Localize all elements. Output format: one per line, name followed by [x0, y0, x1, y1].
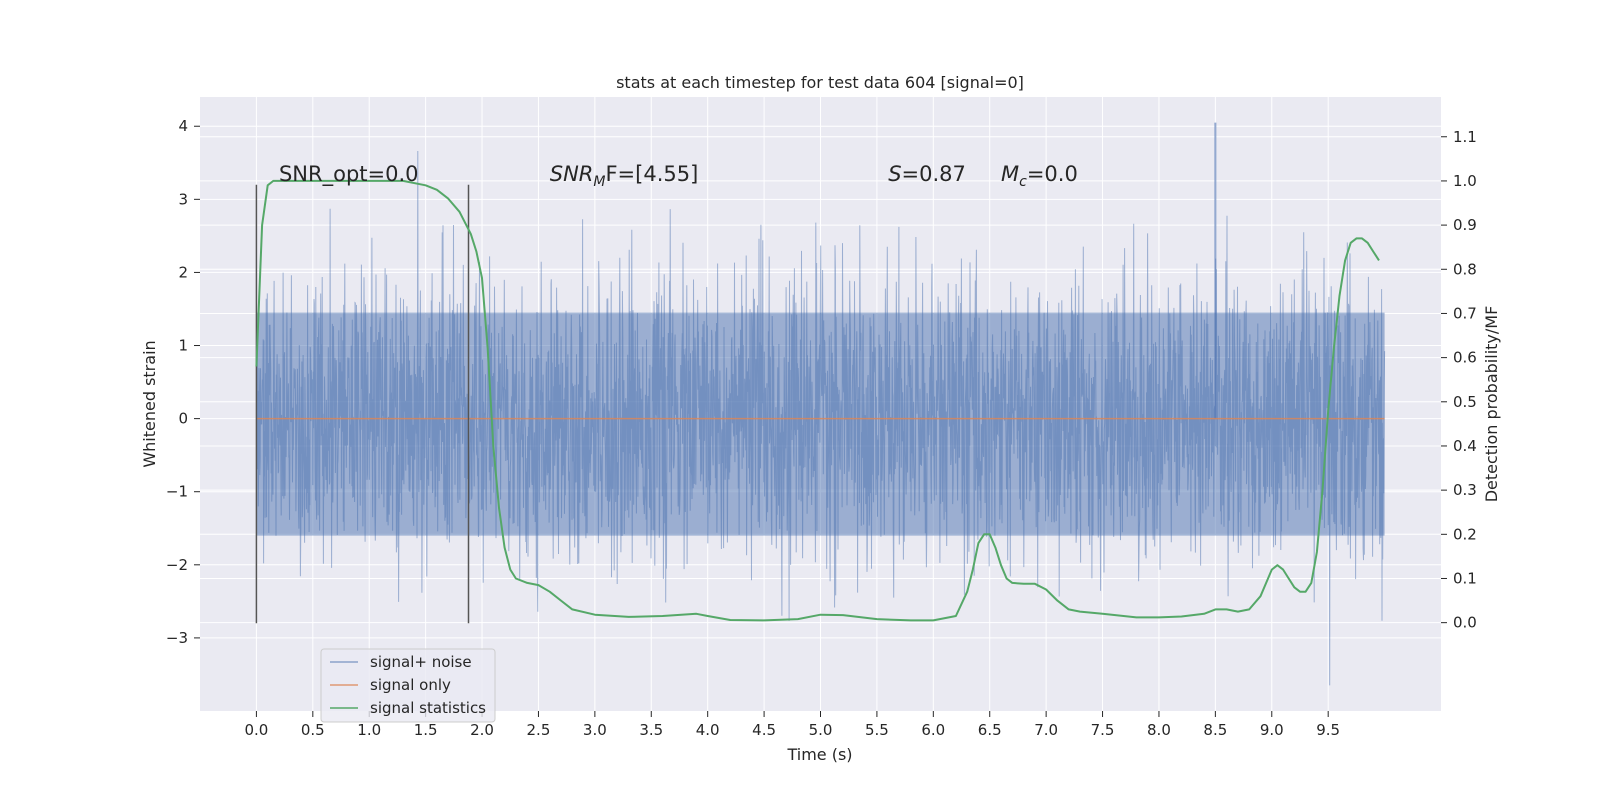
- noise-core-band: [256, 312, 1385, 536]
- x-tick-label: 9.0: [1260, 721, 1284, 739]
- x-tick-label: 1.5: [414, 721, 438, 739]
- x-tick-label: 7.5: [1091, 721, 1115, 739]
- y-right-tick-label: 1.0: [1453, 172, 1477, 190]
- x-tick-label: 2.0: [470, 721, 494, 739]
- plot-marks: [255, 122, 1386, 686]
- annotation: SNR_opt=0.0: [279, 162, 419, 187]
- legend-label-noise: signal+ noise: [370, 653, 472, 671]
- x-tick-label: 6.0: [921, 721, 945, 739]
- x-tick-label: 6.5: [978, 721, 1002, 739]
- x-tick-label: 0.5: [301, 721, 325, 739]
- x-tick-label: 7.0: [1034, 721, 1058, 739]
- x-tick-label: 2.5: [527, 721, 551, 739]
- y-right-tick-label: 0.4: [1453, 437, 1477, 455]
- legend-label-statistics: signal statistics: [370, 699, 486, 717]
- x-tick-label: 4.5: [752, 721, 776, 739]
- legend-box: [320, 648, 496, 723]
- x-tick-label: 5.5: [865, 721, 889, 739]
- x-tick-label: 3.0: [583, 721, 607, 739]
- y-right-tick-label: 0.8: [1453, 260, 1477, 278]
- x-tick-label: 8.5: [1203, 721, 1227, 739]
- y-tick-label: 2: [178, 263, 188, 281]
- y-right-tick-label: 0.1: [1453, 569, 1477, 587]
- annotation: Mc=0.0: [1001, 162, 1078, 190]
- y-tick-label: 3: [178, 190, 188, 208]
- statistics-series-line: [255, 179, 1380, 622]
- statistics-layer: [255, 179, 1380, 622]
- chart-title: stats at each timestep for test data 604…: [616, 73, 1024, 92]
- x-axis: 0.0 0.5 1.0 1.5 2.0 2.5 3.0 3.5 4.0 4.5 5.0 5.5 6.0 6…: [244, 711, 1340, 739]
- y-axis-right: 0.0 0.1 0.2 0.3 0.4 0.5 0.6 0.7 0.8 0.9 1.0 1.1: [1441, 128, 1477, 632]
- x-tick-label: 8.0: [1147, 721, 1171, 739]
- y-axis-right-label: Detection probability/MF: [1482, 306, 1501, 503]
- y-right-tick-label: 0.0: [1453, 614, 1477, 632]
- x-tick-label: 4.0: [696, 721, 720, 739]
- x-tick-label: 0.0: [244, 721, 268, 739]
- legend-label-signal-only: signal only: [370, 676, 451, 694]
- y-tick-label: 4: [178, 117, 188, 135]
- x-axis-label: Time (s): [786, 745, 852, 764]
- annotation: SNRMF=[4.55]: [550, 162, 699, 190]
- y-right-tick-label: 0.5: [1453, 393, 1477, 411]
- y-tick-label: 0: [178, 410, 188, 428]
- legend: signal+ noise signal only signal statist…: [320, 648, 496, 723]
- y-right-tick-label: 0.6: [1453, 349, 1477, 367]
- x-tick-label: 5.0: [809, 721, 833, 739]
- y-right-tick-label: 0.3: [1453, 481, 1477, 499]
- y-right-tick-label: 0.2: [1453, 525, 1477, 543]
- marker-lines: [255, 184, 470, 624]
- y-tick-label: −3: [166, 629, 188, 647]
- annotations: SNR_opt=0.0 SNRMF=[4.55] S=0.87 Mc=0.0: [279, 162, 1078, 190]
- x-tick-label: 1.0: [357, 721, 381, 739]
- annotation: S=0.87: [888, 162, 966, 186]
- x-tick-label: 9.5: [1316, 721, 1340, 739]
- y-axis-left: −3 −2 −1 0 1 2 3 4: [166, 117, 200, 647]
- y-tick-label: −2: [166, 556, 188, 574]
- y-tick-label: 1: [178, 337, 188, 355]
- y-right-tick-label: 0.9: [1453, 216, 1477, 234]
- y-tick-label: −1: [166, 483, 188, 501]
- y-right-tick-label: 0.7: [1453, 304, 1477, 322]
- y-axis-label: Whitened strain: [140, 340, 159, 467]
- y-right-tick-label: 1.1: [1453, 128, 1477, 146]
- x-tick-label: 3.5: [639, 721, 663, 739]
